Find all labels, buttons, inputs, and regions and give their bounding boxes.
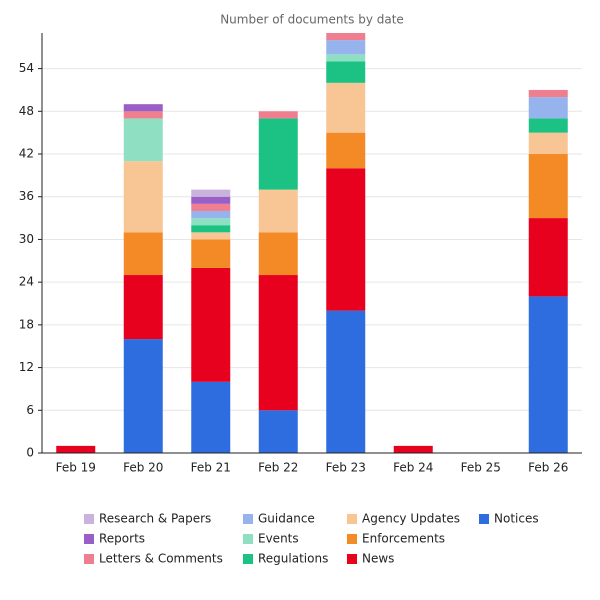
legend-label: Regulations — [258, 552, 328, 566]
legend-label: Enforcements — [362, 532, 445, 546]
x-tick-label: Feb 19 — [56, 461, 96, 475]
bar-segment — [191, 239, 231, 268]
bar-segment — [258, 118, 298, 190]
legend-label: Research & Papers — [99, 512, 211, 526]
legend-label: Agency Updates — [362, 512, 460, 526]
bar-segment — [258, 275, 298, 411]
bar-segment — [528, 97, 568, 119]
bar-segment — [191, 232, 231, 240]
legend-swatch — [347, 534, 357, 544]
x-tick-label: Feb 20 — [123, 461, 163, 475]
bar-segment — [123, 232, 163, 276]
bar-segment — [326, 132, 366, 169]
y-tick-label: 54 — [19, 61, 34, 75]
y-tick-label: 48 — [19, 104, 34, 118]
bar-segment — [326, 82, 366, 133]
bar-segment — [326, 310, 366, 453]
bar-segment — [191, 225, 231, 233]
bar-segment — [326, 61, 366, 83]
bar-segment — [528, 118, 568, 133]
y-tick-label: 30 — [19, 232, 34, 246]
bar-segment — [528, 154, 568, 219]
bar-segment — [123, 118, 163, 162]
y-tick-label: 24 — [19, 275, 34, 289]
legend-label: Reports — [99, 532, 145, 546]
legend-label: Events — [258, 532, 299, 546]
legend-swatch — [243, 534, 253, 544]
bar-segment — [326, 54, 366, 62]
bar-segment — [258, 111, 298, 119]
legend-label: News — [362, 552, 394, 566]
bar-segment — [191, 381, 231, 453]
bar-segment — [191, 210, 231, 219]
bar-segment — [56, 445, 96, 453]
bar-segment — [326, 33, 366, 41]
bar-segment — [528, 132, 568, 155]
x-tick-label: Feb 26 — [528, 461, 568, 475]
y-tick-label: 36 — [19, 189, 34, 203]
legend-swatch — [84, 554, 94, 564]
bar-segment — [528, 218, 568, 297]
legend-swatch — [243, 554, 253, 564]
x-tick-label: Feb 23 — [326, 461, 366, 475]
y-tick-label: 12 — [19, 360, 34, 374]
bar-segment — [191, 196, 231, 204]
bar-segment — [393, 445, 433, 453]
legend-label: Letters & Comments — [99, 552, 223, 566]
x-tick-label: Feb 22 — [258, 461, 298, 475]
legend-swatch — [84, 514, 94, 524]
bar-segment — [258, 232, 298, 276]
y-tick-label: 6 — [26, 403, 34, 417]
bar-segment — [123, 275, 163, 340]
bar-segment — [258, 410, 298, 453]
y-tick-label: 0 — [26, 446, 34, 460]
y-tick-label: 42 — [19, 147, 34, 161]
x-tick-label: Feb 24 — [393, 461, 433, 475]
x-tick-label: Feb 25 — [461, 461, 501, 475]
bar-segment — [528, 296, 568, 453]
bar-segment — [191, 203, 231, 211]
bar-segment — [258, 189, 298, 233]
bar-segment — [123, 339, 163, 453]
bar-segment — [123, 104, 163, 112]
legend-swatch — [84, 534, 94, 544]
legend-label: Notices — [494, 512, 539, 526]
bar-segment — [123, 161, 163, 233]
bar-segment — [326, 168, 366, 311]
legend-swatch — [347, 514, 357, 524]
x-tick-label: Feb 21 — [191, 461, 231, 475]
chart-title: Number of documents by date — [220, 13, 404, 27]
bar-segment — [191, 267, 231, 382]
legend-swatch — [243, 514, 253, 524]
legend-label: Guidance — [258, 512, 315, 526]
legend-swatch — [347, 554, 357, 564]
bar-segment — [191, 218, 231, 226]
y-tick-label: 18 — [19, 317, 34, 331]
legend-swatch — [479, 514, 489, 524]
bar-segment — [191, 189, 231, 197]
bar-segment — [326, 40, 366, 55]
bar-segment — [123, 111, 163, 119]
bar-segment — [528, 89, 568, 98]
